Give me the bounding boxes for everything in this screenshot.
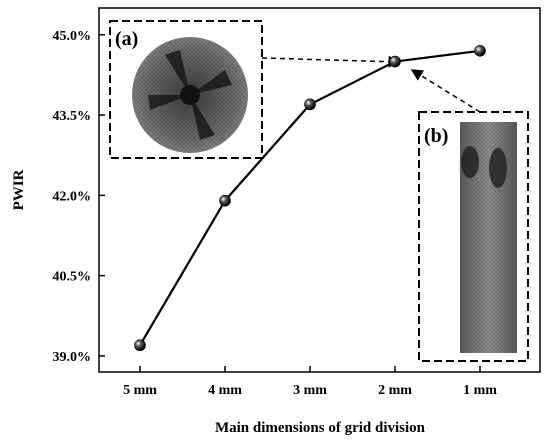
y-tick-label: 45.0% — [53, 29, 92, 44]
data-point — [474, 45, 486, 57]
inset-b: (b) — [410, 69, 529, 362]
inset-b-arrow — [410, 69, 481, 113]
y-axis: 39.0% 40.5% 42.0% 43.5% 45.0% — [53, 29, 105, 365]
data-point — [389, 55, 401, 68]
inset-b-label: (b) — [424, 125, 448, 147]
data-point — [304, 98, 316, 111]
data-point — [134, 339, 146, 352]
y-axis-title: PWIR — [11, 169, 27, 210]
plot-frame — [98, 7, 541, 373]
inset-a: (a) — [109, 20, 401, 159]
x-axis: 5 mm 4 mm 3 mm 2 mm 1 mm — [123, 366, 497, 398]
inset-a-label: (a) — [115, 28, 138, 50]
x-tick-label: 4 mm — [208, 383, 242, 398]
inset-b-mesh-image — [460, 122, 517, 353]
x-tick-label: 5 mm — [123, 383, 157, 398]
y-tick-label: 39.0% — [53, 350, 92, 365]
y-tick-label: 40.5% — [53, 270, 92, 285]
inset-a-arrow — [261, 55, 401, 68]
x-tick-label: 1 mm — [463, 383, 497, 398]
data-point — [219, 194, 231, 207]
x-tick-label: 2 mm — [378, 383, 412, 398]
series-layer — [134, 45, 486, 352]
x-axis-title: Main dimensions of grid division — [215, 420, 426, 436]
x-tick-label: 3 mm — [293, 383, 327, 398]
y-tick-label: 42.0% — [53, 189, 92, 204]
y-tick-label: 43.5% — [53, 109, 92, 124]
inset-a-mesh-image — [132, 37, 248, 153]
